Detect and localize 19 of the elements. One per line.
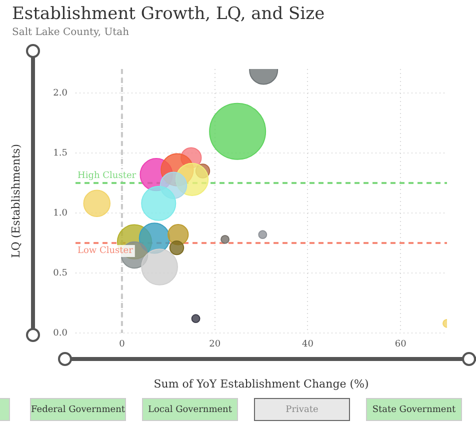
y-tick-label: 0.0 [53, 328, 68, 338]
text: Federal Government [30, 398, 126, 421]
chart-title: Establishment Growth, LQ, and Size [12, 4, 325, 24]
x-axis-title: Sum of YoY Establishment Change (%) [154, 377, 369, 390]
ref-line-label: High Cluster [78, 170, 137, 181]
y-tick-label: 0.5 [53, 268, 68, 278]
x-tick-label: 60 [394, 340, 407, 350]
x-tick-label: 40 [302, 340, 314, 350]
y-axis-title: LQ (Establishments) [9, 144, 22, 258]
x-tick-label: 0 [119, 340, 126, 350]
text: State Government [366, 398, 462, 421]
text: Local Government [142, 398, 238, 421]
y-tick-label: 1.5 [53, 148, 68, 158]
ref-line-label: Low Cluster [78, 246, 134, 256]
y-tick-label: 1.0 [53, 208, 68, 218]
x-tick-label: 20 [209, 340, 221, 350]
chart-subtitle: Salt Lake County, Utah [12, 27, 130, 38]
text: Private [254, 398, 350, 421]
y-tick-label: 2.0 [53, 88, 68, 98]
